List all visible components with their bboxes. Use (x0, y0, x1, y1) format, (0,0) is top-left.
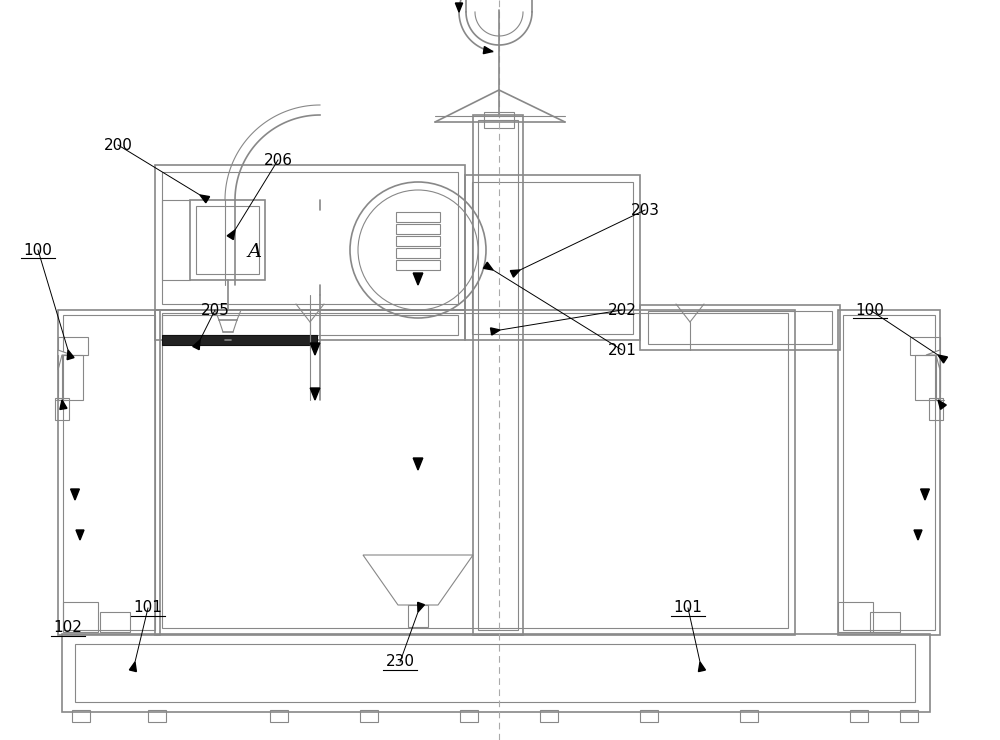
Polygon shape (491, 328, 500, 335)
Text: 102: 102 (54, 621, 82, 636)
Bar (63, 315, 155, 630)
Bar (870, 612, 900, 632)
Polygon shape (698, 662, 705, 672)
Polygon shape (129, 662, 136, 672)
Text: 203: 203 (631, 203, 660, 218)
Bar (460, 710, 478, 722)
Polygon shape (413, 458, 423, 470)
Polygon shape (483, 262, 493, 270)
Polygon shape (310, 388, 320, 400)
Text: 230: 230 (386, 654, 415, 670)
Polygon shape (921, 489, 929, 500)
Bar (838, 602, 873, 632)
Bar (148, 710, 166, 722)
Bar (640, 710, 658, 722)
Bar (58, 337, 88, 355)
Polygon shape (938, 400, 946, 409)
Polygon shape (413, 273, 423, 285)
Bar (396, 260, 440, 270)
Bar (900, 710, 918, 722)
Bar (63, 602, 98, 632)
Bar (478, 120, 518, 630)
Bar (843, 315, 935, 630)
Polygon shape (926, 350, 940, 370)
Bar (408, 605, 428, 627)
Bar (929, 398, 943, 420)
Polygon shape (71, 489, 79, 500)
Bar (75, 644, 915, 702)
Bar (648, 311, 832, 344)
Bar (473, 115, 523, 635)
Text: 200: 200 (104, 138, 132, 152)
Polygon shape (67, 350, 74, 360)
Polygon shape (418, 602, 424, 612)
Text: 206: 206 (264, 152, 293, 167)
Text: 101: 101 (674, 600, 702, 616)
Text: 100: 100 (856, 303, 884, 317)
Bar (472, 182, 633, 334)
Bar (58, 355, 83, 400)
Polygon shape (938, 355, 947, 363)
Bar (58, 310, 160, 635)
Polygon shape (455, 3, 463, 12)
Polygon shape (310, 343, 320, 355)
Bar (72, 710, 90, 722)
Bar (540, 710, 558, 722)
Text: 100: 100 (24, 243, 52, 258)
Bar (196, 206, 259, 274)
Bar (396, 248, 440, 258)
Bar (850, 710, 868, 722)
Bar (396, 224, 440, 234)
Text: 101: 101 (134, 600, 162, 616)
Polygon shape (193, 340, 200, 350)
Bar (740, 710, 758, 722)
Bar (838, 310, 940, 635)
Text: 205: 205 (201, 303, 229, 317)
Polygon shape (914, 530, 922, 540)
Bar (162, 335, 317, 345)
Bar (155, 310, 795, 635)
Polygon shape (483, 47, 493, 54)
Bar (396, 212, 440, 222)
Text: A: A (248, 243, 262, 261)
Bar (396, 236, 440, 246)
Text: 201: 201 (608, 343, 636, 357)
Bar (155, 310, 465, 340)
Bar (100, 612, 130, 632)
Polygon shape (60, 400, 67, 409)
Text: 202: 202 (608, 303, 636, 317)
Bar (484, 112, 514, 128)
Polygon shape (76, 530, 84, 540)
Bar (360, 710, 378, 722)
Bar (915, 355, 940, 400)
Polygon shape (227, 230, 235, 240)
Polygon shape (200, 195, 210, 203)
Bar (190, 200, 265, 280)
Bar (465, 175, 640, 340)
Bar (162, 172, 458, 304)
Bar (155, 165, 465, 310)
Bar (55, 398, 69, 420)
Bar (910, 337, 940, 355)
Bar (270, 710, 288, 722)
Bar (162, 313, 788, 628)
Polygon shape (58, 350, 72, 370)
Bar (162, 315, 458, 335)
Polygon shape (510, 270, 520, 278)
Bar (62, 634, 930, 712)
Bar (640, 305, 840, 350)
